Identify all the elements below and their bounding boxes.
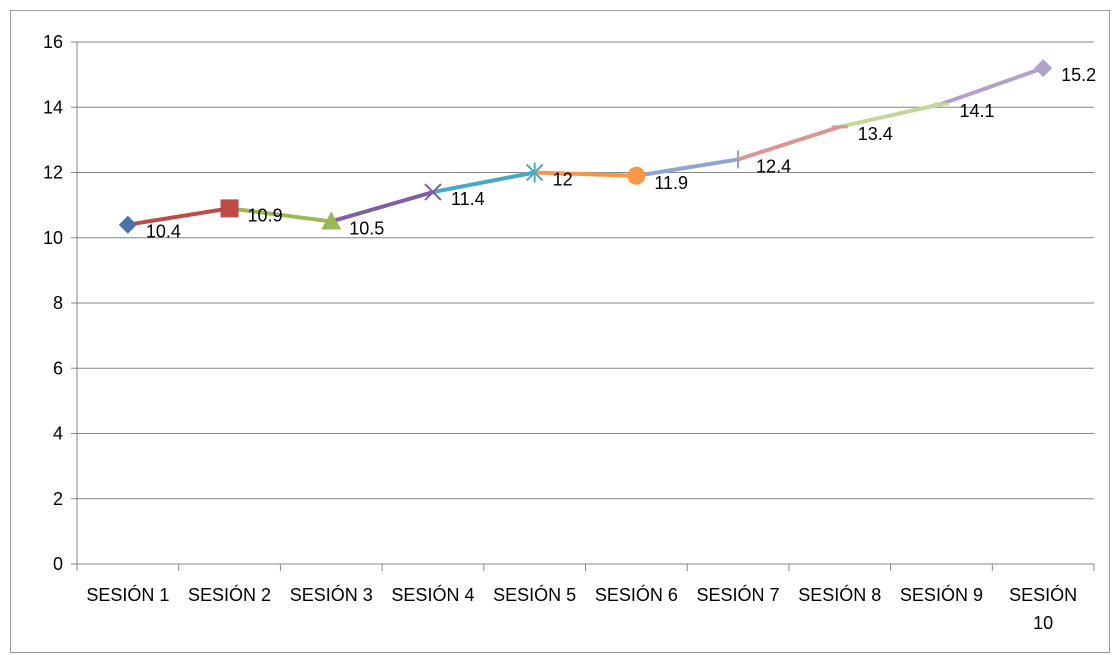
y-tick-label: 12 (43, 163, 63, 183)
chart-frame (10, 10, 1110, 653)
data-label: 13.4 (858, 124, 893, 144)
data-label: 12.4 (756, 156, 791, 176)
x-tick-label: SESIÓN 2 (188, 584, 271, 605)
data-label: 15.2 (1061, 65, 1096, 85)
x-tick-label: SESIÓN 6 (595, 584, 678, 605)
data-point (321, 211, 342, 230)
data-label: 11.4 (451, 189, 485, 209)
y-tick-label: 0 (53, 554, 63, 574)
data-label: 10.5 (349, 218, 384, 238)
data-label: 10.9 (248, 205, 283, 225)
data-point (1034, 59, 1053, 78)
data-point (118, 215, 137, 234)
y-tick-label: 16 (43, 32, 63, 52)
data-label: 12 (553, 170, 573, 190)
line-segment (634, 157, 741, 178)
line-segment (532, 170, 639, 178)
line-segment (837, 101, 944, 129)
data-label: 10.4 (146, 222, 181, 242)
y-tick-label: 4 (53, 424, 63, 444)
x-tick-label: SESIÓN 1 (86, 584, 169, 605)
x-tick-label: SESIÓN 3 (290, 584, 373, 605)
x-tick-label: SESIÓN (1009, 584, 1077, 605)
x-tick-label: SESIÓN 5 (493, 584, 576, 605)
y-tick-label: 2 (53, 489, 63, 509)
line-segment (736, 124, 842, 162)
y-tick-label: 6 (53, 358, 63, 378)
data-point (525, 162, 544, 183)
data-point (220, 199, 239, 218)
y-tick-label: 10 (43, 228, 63, 248)
data-label: 11.9 (654, 173, 688, 193)
y-tick-label: 8 (53, 293, 63, 313)
line-segment (430, 170, 537, 195)
data-point (424, 183, 442, 201)
x-tick-label: SESIÓN 9 (900, 584, 983, 605)
data-point (627, 166, 646, 185)
line-segment (125, 206, 232, 227)
x-tick-label: SESIÓN 4 (391, 584, 474, 605)
gridlines (71, 41, 1094, 500)
series-line (125, 66, 1046, 227)
axes: 0 2 4 6 8 10 12 14 16 SESIÓN 1 SESIÓN 2 SESIÓN 3 SES… (43, 32, 1095, 633)
y-tick-label: 14 (43, 97, 63, 117)
data-labels: 10.4 10.9 10.5 11.4 12 11.9 12.4 13.4 14.1 15.2 (146, 65, 1096, 242)
line-segment (329, 190, 435, 224)
line-segment (227, 206, 334, 224)
data-label: 14.1 (959, 101, 994, 121)
x-tick-label: SESIÓN 7 (697, 584, 780, 605)
line-segment (939, 66, 1046, 106)
data-markers (118, 59, 1053, 234)
x-tick-label: SESIÓN 8 (798, 584, 881, 605)
x-tick-label: 10 (1033, 613, 1053, 633)
